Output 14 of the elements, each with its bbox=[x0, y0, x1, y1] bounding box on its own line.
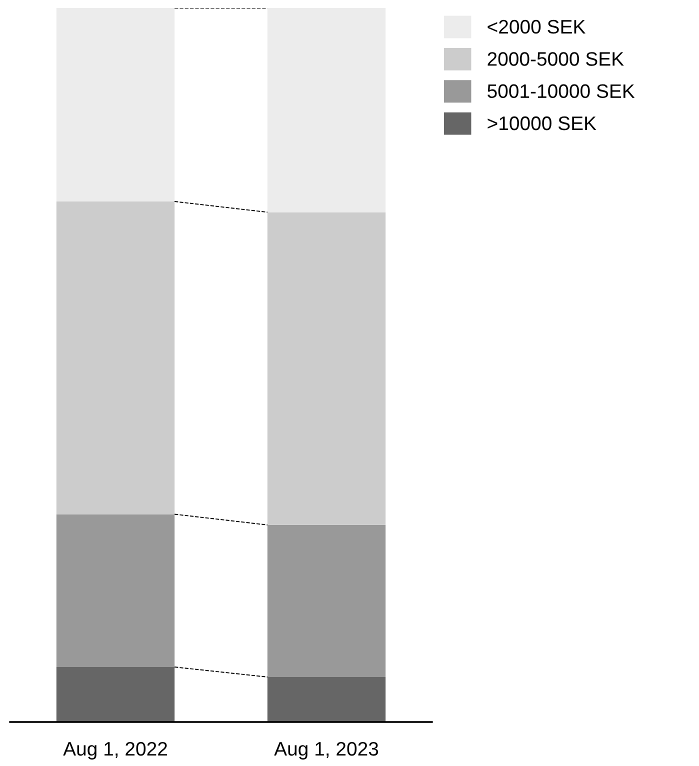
bar bbox=[56, 514, 175, 668]
legend-label: 2000-5000 SEK bbox=[488, 52, 624, 66]
bar bbox=[56, 667, 175, 722]
x-tick-label: Aug 1, 2023 bbox=[274, 742, 378, 760]
bar bbox=[267, 212, 386, 525]
bar bbox=[56, 8, 175, 202]
bar bbox=[56, 201, 175, 514]
bar bbox=[267, 677, 386, 722]
legend-label: >10000 SEK bbox=[488, 116, 596, 130]
legend-label: <2000 SEK bbox=[488, 20, 586, 34]
bar bbox=[267, 524, 386, 678]
bar bbox=[267, 8, 386, 212]
x-tick-label: Aug 1, 2022 bbox=[63, 742, 167, 760]
legend-label: 5001-10000 SEK bbox=[488, 84, 635, 98]
